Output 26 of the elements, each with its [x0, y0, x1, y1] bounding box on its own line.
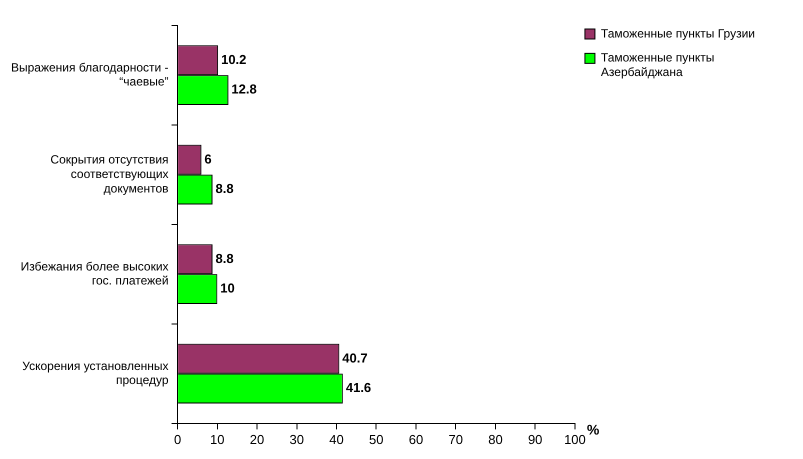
y-tick-label: Выражения благодарности - “чаевые” [10, 60, 169, 89]
data-label: 10.2 [221, 52, 246, 67]
x-tick-label: 100 [564, 432, 586, 447]
x-axis-title: % [586, 421, 600, 438]
x-tick-label: 80 [488, 432, 503, 447]
y-tick-label: Избежания более высоких гос. платежей [20, 259, 169, 288]
data-label: 8.8 [216, 181, 234, 196]
data-label: 10 [220, 280, 235, 296]
x-tick-label: 60 [408, 432, 424, 447]
x-tick-label: 90 [528, 432, 542, 447]
data-label: 41.6 [346, 380, 372, 396]
legend-label: Таможенные пункты Грузии [600, 26, 755, 40]
data-label: 8.8 [216, 250, 234, 266]
y-tick-label: Ускорения установленных процедур [22, 358, 169, 388]
x-tick-label: 0 [174, 432, 182, 447]
data-label: 6 [204, 151, 212, 166]
x-tick-label: 70 [448, 432, 463, 447]
x-tick-label: 50 [369, 432, 384, 447]
y-tick-label: Сокрытия отсутствия соответствующих документов [50, 152, 169, 196]
x-tick-label: 30 [290, 432, 304, 447]
data-label: 40.7 [342, 350, 368, 366]
data-label: 12.8 [231, 82, 257, 97]
legend-label: Таможенные пункты Азербайджана [600, 50, 714, 80]
x-tick-label: 10 [210, 432, 225, 447]
x-tick-label: 40 [329, 432, 344, 447]
x-tick-label: 20 [250, 432, 264, 447]
